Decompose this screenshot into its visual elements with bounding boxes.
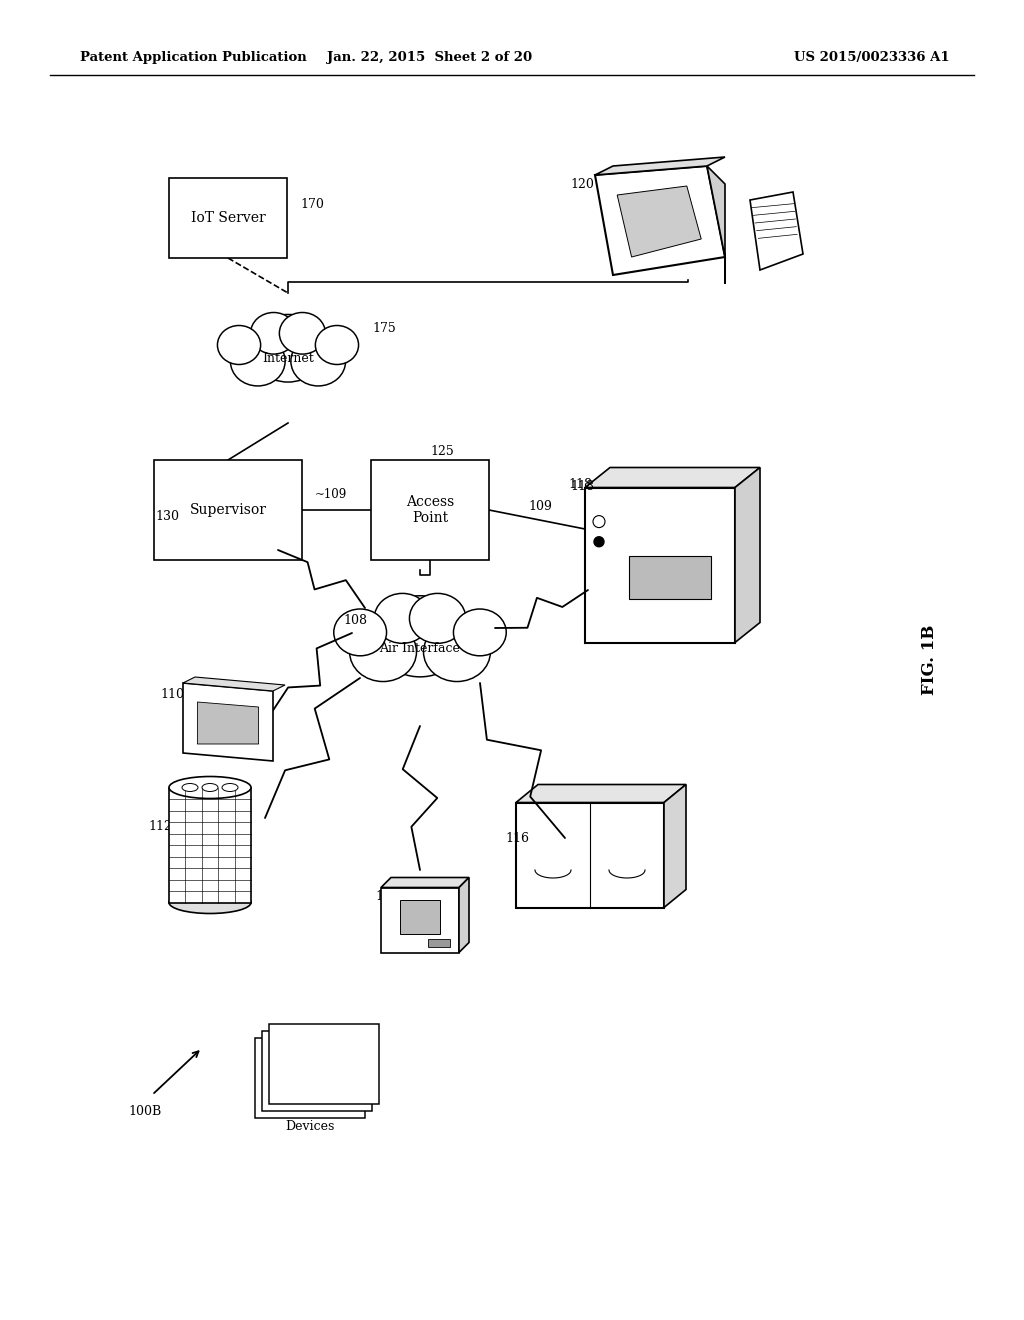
Bar [154, 459, 302, 560]
Text: 114: 114 [375, 890, 399, 903]
Circle shape [594, 537, 604, 546]
Bar [629, 556, 712, 599]
Polygon shape [750, 191, 803, 271]
Circle shape [594, 516, 604, 527]
Bar [255, 1038, 365, 1118]
Polygon shape [595, 157, 725, 176]
Text: Supervisor: Supervisor [189, 503, 266, 517]
Ellipse shape [454, 609, 506, 656]
Polygon shape [595, 166, 725, 275]
Polygon shape [617, 186, 701, 257]
Text: 130: 130 [155, 510, 179, 523]
Ellipse shape [280, 313, 326, 354]
Text: 100B: 100B [128, 1105, 161, 1118]
Text: Access
Point: Access Point [406, 495, 454, 525]
Text: Internet: Internet [262, 351, 314, 364]
Polygon shape [516, 803, 664, 908]
Polygon shape [459, 878, 469, 953]
Ellipse shape [222, 784, 238, 792]
Ellipse shape [251, 314, 326, 381]
Text: IoT Server: IoT Server [190, 211, 265, 224]
Polygon shape [183, 682, 273, 762]
Bar [269, 1024, 379, 1104]
Polygon shape [516, 784, 686, 803]
Text: 112: 112 [148, 820, 172, 833]
Text: 120: 120 [570, 178, 594, 191]
Text: 116: 116 [505, 832, 529, 845]
Text: ~109: ~109 [315, 488, 347, 502]
Text: 105: 105 [265, 1055, 289, 1068]
Ellipse shape [169, 776, 251, 799]
Polygon shape [664, 784, 686, 908]
Ellipse shape [230, 337, 285, 385]
Ellipse shape [169, 891, 251, 913]
Ellipse shape [349, 622, 417, 681]
Text: 118: 118 [568, 478, 592, 491]
Polygon shape [381, 887, 459, 953]
Text: 175: 175 [372, 322, 395, 335]
Ellipse shape [374, 594, 430, 643]
Ellipse shape [251, 313, 297, 354]
Text: Passive IoT
Devices: Passive IoT Devices [274, 1105, 346, 1133]
Circle shape [593, 516, 605, 528]
Text: 170: 170 [300, 198, 324, 211]
Ellipse shape [182, 784, 198, 792]
Bar [399, 900, 440, 935]
Text: Patent Application Publication: Patent Application Publication [80, 51, 307, 65]
Ellipse shape [334, 609, 386, 656]
Text: Jan. 22, 2015  Sheet 2 of 20: Jan. 22, 2015 Sheet 2 of 20 [328, 51, 532, 65]
Polygon shape [585, 467, 760, 487]
Ellipse shape [291, 337, 346, 385]
Ellipse shape [374, 595, 466, 677]
Bar [169, 788, 251, 903]
Polygon shape [198, 702, 259, 744]
Polygon shape [183, 677, 285, 690]
Bar [428, 939, 450, 946]
Text: FIG. 1B: FIG. 1B [922, 624, 939, 696]
Ellipse shape [202, 784, 218, 792]
Bar [371, 459, 489, 560]
Polygon shape [707, 166, 725, 284]
Ellipse shape [217, 326, 261, 364]
Text: 118: 118 [570, 480, 594, 492]
Text: 108: 108 [343, 614, 367, 627]
Polygon shape [735, 467, 760, 643]
Ellipse shape [424, 622, 490, 681]
Text: 110: 110 [160, 688, 184, 701]
Bar [169, 178, 287, 257]
Polygon shape [585, 487, 735, 643]
Text: 109: 109 [528, 500, 552, 513]
Text: US 2015/0023336 A1: US 2015/0023336 A1 [795, 51, 950, 65]
Text: 125: 125 [430, 445, 454, 458]
Text: Air Interface: Air Interface [380, 642, 461, 655]
Ellipse shape [410, 594, 466, 643]
Polygon shape [381, 878, 469, 887]
Ellipse shape [315, 326, 358, 364]
Bar [262, 1031, 372, 1111]
